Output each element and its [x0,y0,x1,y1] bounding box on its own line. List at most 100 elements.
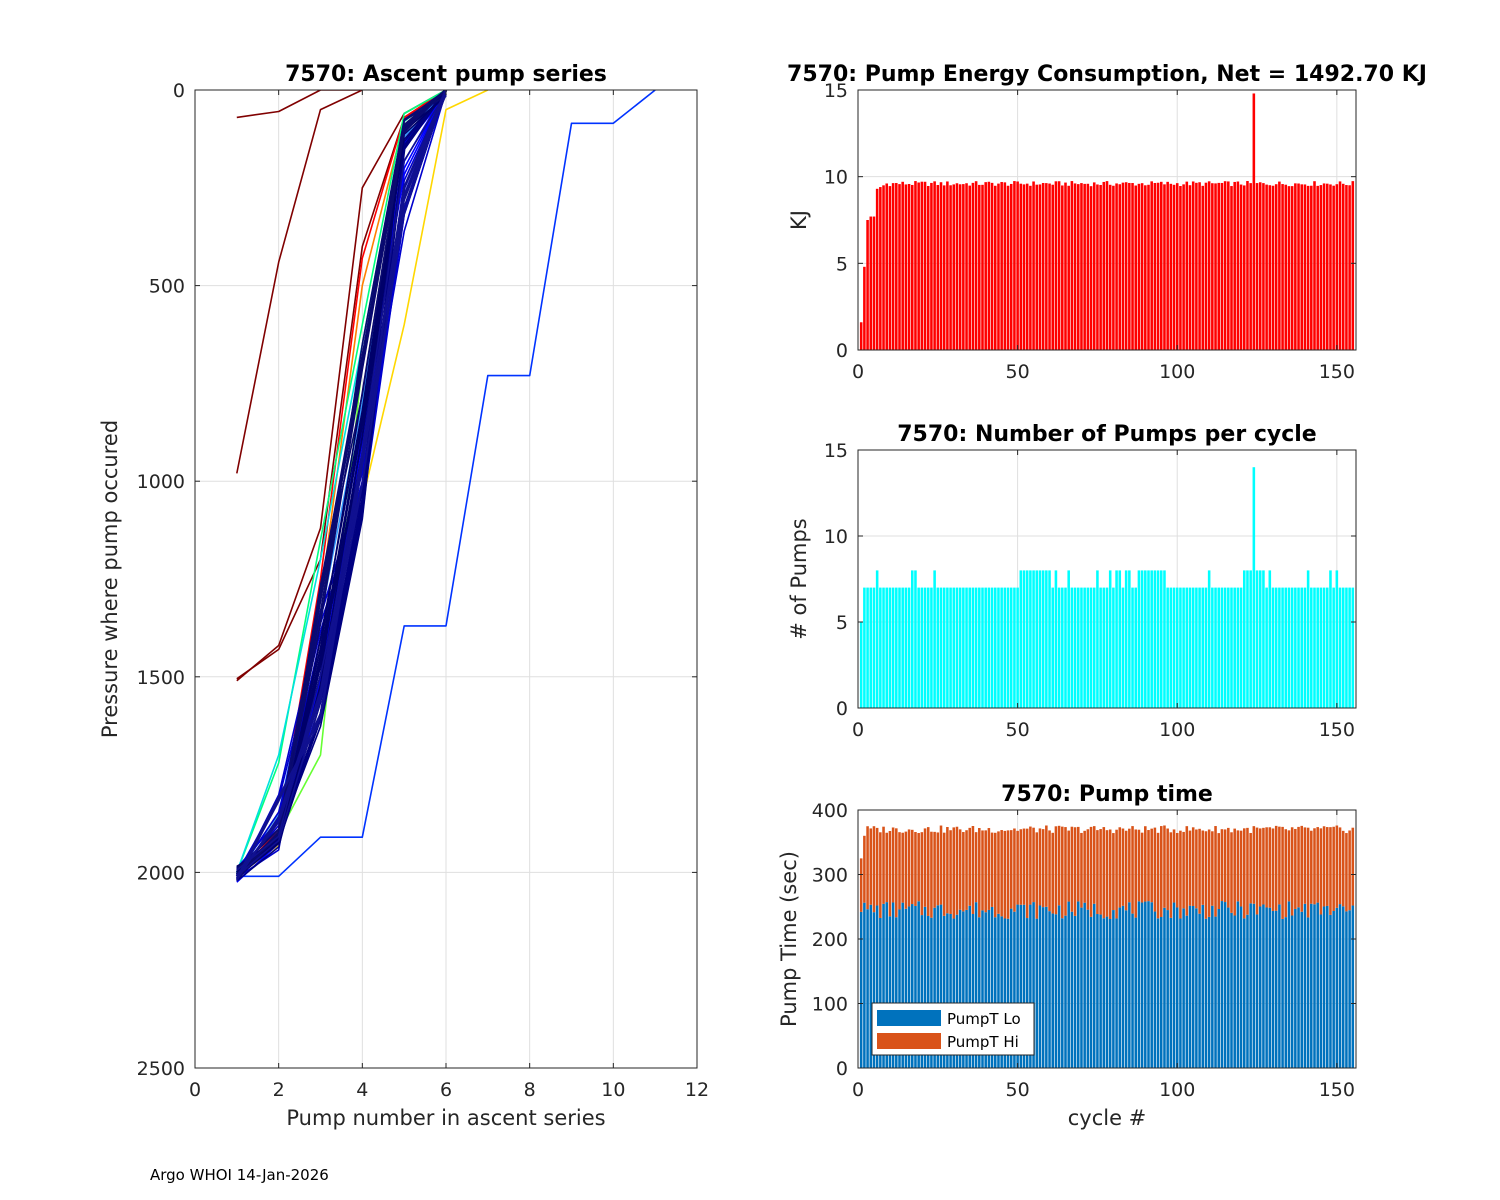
bar-hi [1089,826,1093,917]
bar [1242,185,1246,350]
bar [1089,587,1093,708]
bar [1153,570,1157,708]
series-line [236,90,447,875]
bar [1041,182,1045,350]
bar-lo [1137,901,1141,1068]
bar-hi [920,832,924,916]
bar [1306,185,1310,350]
bar-hi [1338,827,1342,905]
bar [898,587,901,708]
bar-hi [1172,829,1176,903]
bar-lo [1188,905,1192,1068]
bar [1096,184,1099,350]
bar-lo [1150,902,1153,1068]
bar [1070,181,1074,350]
bar [1064,182,1067,350]
bar [1067,570,1070,708]
bar-lo [930,917,933,1068]
bar-hi [1198,828,1201,914]
bar-hi [1115,829,1118,919]
bar [949,185,952,350]
bar [904,587,908,708]
bar [904,184,908,350]
bar [1073,183,1077,350]
bar-lo [1322,906,1326,1068]
bar-hi [926,827,930,916]
bar-hi [1150,828,1153,903]
bar [1057,587,1061,708]
bar-lo [1080,907,1083,1068]
bar [1134,587,1138,708]
bar [993,185,997,350]
bar [1048,183,1051,350]
bar-hi [1038,828,1042,906]
bar-hi [1255,827,1259,915]
x-tick-label: 10 [601,1079,625,1101]
bar [1064,587,1067,708]
y-tick-label: 500 [149,276,185,298]
bar [1163,184,1166,350]
bar-hi [1009,830,1013,909]
bar [1016,181,1019,350]
bar-lo [984,912,987,1068]
bar-hi [1268,827,1272,908]
bar [1000,181,1003,350]
bar-lo [1035,918,1039,1068]
bar [1032,570,1035,708]
bar [1144,185,1147,350]
bar [1239,184,1243,350]
bar-lo [1338,904,1342,1068]
bar-lo [946,913,949,1068]
bars [859,93,1355,350]
bar-lo [1348,910,1351,1068]
bar [1297,183,1300,350]
bar [901,181,904,350]
bar [1300,184,1304,350]
bar-hi [1051,832,1055,914]
bar [1118,570,1122,708]
bar-lo [1048,911,1051,1068]
bar [1198,587,1201,708]
bar-hi [952,827,956,919]
bar-hi [1182,831,1185,909]
bar-lo [1332,910,1335,1068]
bar-lo [1185,915,1189,1068]
bar-hi [1329,827,1332,915]
bar [898,184,901,350]
bar-hi [1025,828,1029,919]
bar-hi [1303,827,1307,904]
bar [1009,183,1013,350]
bar-lo [1070,911,1074,1068]
bar-hi [1313,828,1316,905]
bar [1268,570,1272,708]
legend: PumpT Lo PumpT Hi [871,1002,1035,1056]
bar-lo [997,913,1000,1068]
y-tick-label: 10 [824,167,848,189]
bar [1271,587,1275,708]
bar-hi [1319,828,1323,915]
bar-lo [1252,903,1256,1068]
bar [1112,587,1115,708]
bar [1332,587,1335,708]
bar-lo [1124,910,1128,1068]
bar [882,587,885,708]
bar [1188,587,1192,708]
bar-lo [1294,908,1297,1068]
bar [1076,587,1080,708]
series-line [236,90,447,873]
x-tick-label: 150 [1319,1079,1355,1101]
bar [1281,587,1284,708]
bar [1204,182,1208,350]
bar-lo [939,904,943,1068]
bar [1099,587,1102,708]
bar-hi [1188,830,1192,906]
bar [1252,467,1256,708]
bar [891,183,895,350]
bar [1019,183,1023,350]
bar-lo [1147,901,1150,1068]
bar-hi [936,832,940,906]
bar [1348,587,1351,708]
bar-hi [1345,833,1348,912]
bar-lo [1003,918,1007,1068]
